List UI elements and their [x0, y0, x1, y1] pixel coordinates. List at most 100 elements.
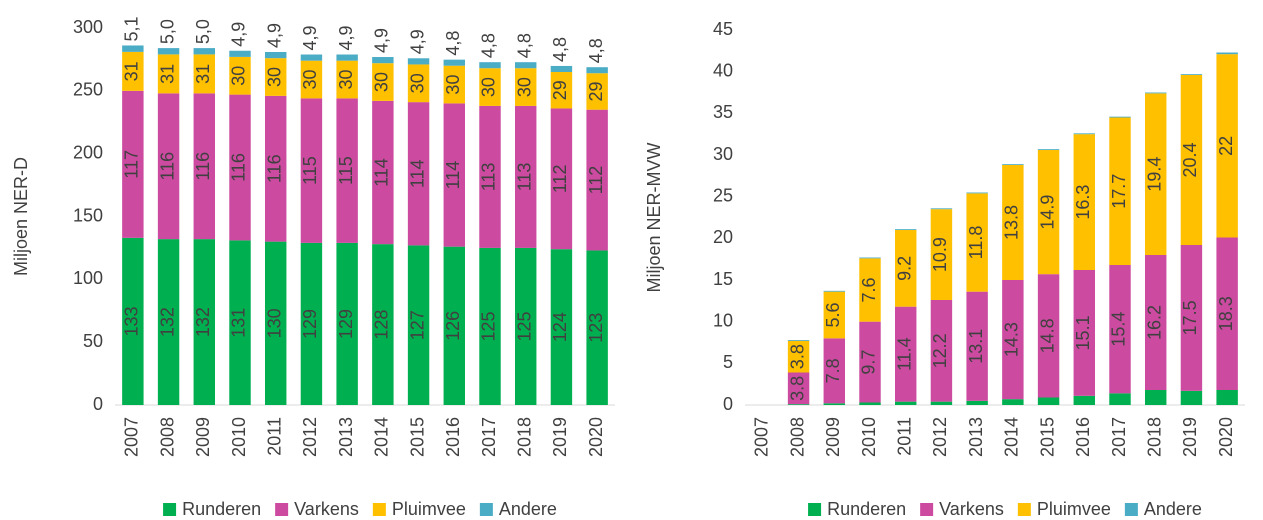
- legend-swatch: [275, 503, 289, 516]
- bar-segment: [823, 290, 845, 292]
- bar-segment: [372, 100, 394, 245]
- data-label: 131: [229, 308, 249, 338]
- bar-segment: [930, 208, 953, 210]
- legend-label: Andere: [1144, 499, 1202, 519]
- data-label: 30: [300, 70, 320, 90]
- x-tick-label: 2013: [966, 417, 986, 457]
- x-tick-label: 2016: [443, 417, 463, 457]
- bar-segment: [157, 93, 180, 240]
- y-tick-label: 45: [713, 19, 733, 39]
- data-label: 126: [443, 311, 463, 341]
- bar-segment: [407, 64, 430, 103]
- data-label: 116: [157, 152, 177, 181]
- data-label: 13.1: [966, 329, 986, 364]
- bar-segment: [787, 340, 810, 341]
- bar-segment: [550, 65, 573, 72]
- bar-segment: [1002, 164, 1024, 165]
- data-label: 123: [586, 313, 606, 343]
- y-tick-label: 0: [93, 394, 103, 414]
- bar-segment: [265, 52, 287, 59]
- bar-segment: [479, 247, 501, 405]
- x-tick-label: 2008: [157, 417, 177, 457]
- bar-segment: [823, 403, 845, 405]
- data-label: 124: [550, 312, 570, 342]
- bar-segment: [122, 237, 144, 405]
- x-tick-label: 2010: [859, 417, 879, 457]
- bar-segment: [157, 48, 180, 55]
- data-label: 3.8: [787, 344, 807, 369]
- bar-segment: [479, 68, 501, 106]
- data-label: 15.4: [1109, 312, 1129, 347]
- bar-segment: [1073, 270, 1095, 396]
- legend-label: Runderen: [827, 499, 906, 519]
- bar-segment: [1037, 274, 1060, 398]
- bar-segment: [122, 45, 144, 52]
- legend-swatch: [920, 503, 934, 516]
- bar-segment: [443, 103, 465, 247]
- bar-segment: [930, 300, 953, 402]
- data-label: 115: [336, 156, 356, 185]
- data-label: 18.3: [1216, 296, 1236, 331]
- bar-segment: [1145, 390, 1167, 405]
- bar-segment: [336, 242, 358, 405]
- bar-segment: [859, 257, 881, 259]
- data-label: 10.9: [930, 237, 950, 272]
- bar-segment: [515, 247, 537, 405]
- x-tick-label: 2009: [823, 417, 843, 457]
- data-label: 14.9: [1037, 195, 1057, 230]
- data-label: 7.6: [859, 277, 879, 302]
- x-tick-label: 2015: [407, 417, 427, 457]
- bar-segment: [229, 50, 251, 57]
- x-tick-label: 2017: [479, 417, 499, 457]
- data-label: 30: [443, 75, 463, 95]
- bar-segment: [859, 321, 881, 403]
- data-label: 17.5: [1180, 300, 1200, 335]
- x-tick-label: 2012: [930, 417, 950, 457]
- data-label: 29: [586, 81, 606, 101]
- bar-segment: [859, 258, 881, 322]
- data-label: 14.8: [1037, 318, 1057, 353]
- bar-segment: [1109, 393, 1131, 405]
- bar-segment: [1037, 150, 1060, 275]
- data-label: 12.2: [930, 333, 950, 368]
- data-label: 4,8: [550, 37, 570, 62]
- data-label: 129: [336, 309, 356, 339]
- data-label: 132: [157, 307, 177, 337]
- data-label: 4,8: [443, 31, 463, 56]
- bar-segment: [1037, 397, 1060, 405]
- bar-segment: [1180, 245, 1203, 391]
- bar-segment: [479, 62, 501, 69]
- y-tick-label: 40: [713, 60, 733, 80]
- y-tick-label: 35: [713, 102, 733, 122]
- bar-segment: [515, 68, 537, 106]
- bar-segment: [550, 108, 573, 250]
- bar-segment: [1145, 92, 1167, 94]
- data-label: 125: [479, 311, 499, 341]
- data-label: 29: [550, 80, 570, 100]
- x-tick-label: 2019: [1180, 417, 1200, 457]
- data-label: 114: [372, 158, 392, 187]
- data-label: 9.2: [894, 256, 914, 281]
- bar-segment: [1145, 255, 1167, 390]
- bar-segment: [787, 372, 810, 405]
- data-label: 116: [229, 153, 249, 182]
- bar-segment: [586, 109, 608, 251]
- y-axis-title: Miljoen NER-MVW: [644, 142, 664, 292]
- data-label: 5,1: [122, 16, 142, 41]
- data-label: 11.8: [966, 226, 986, 260]
- x-tick-label: 2020: [1216, 417, 1236, 457]
- data-label: 22: [1216, 136, 1236, 156]
- x-tick-label: 2011: [264, 417, 284, 456]
- data-label: 112: [550, 164, 570, 193]
- y-tick-label: 20: [713, 227, 733, 247]
- data-label: 31: [157, 64, 177, 84]
- bar-segment: [300, 60, 323, 99]
- bar-segment: [300, 242, 323, 405]
- y-tick-label: 300: [73, 17, 103, 37]
- bar-segment: [372, 57, 394, 64]
- legend-label: Pluimvee: [1037, 499, 1111, 519]
- bar-segment: [193, 93, 215, 240]
- bar-segment: [550, 249, 573, 405]
- bar-segment: [1180, 75, 1203, 245]
- data-label: 130: [264, 308, 284, 338]
